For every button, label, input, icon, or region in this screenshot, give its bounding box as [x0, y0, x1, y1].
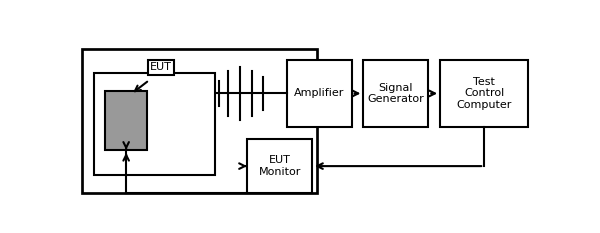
- Text: EUT: EUT: [150, 62, 172, 72]
- Bar: [247, 139, 312, 193]
- Text: Test
Control
Computer: Test Control Computer: [457, 77, 512, 110]
- Bar: [287, 60, 352, 127]
- Bar: [364, 60, 428, 127]
- Text: Amplifier: Amplifier: [294, 89, 344, 99]
- Bar: [440, 60, 529, 127]
- Text: EUT
Monitor: EUT Monitor: [259, 155, 301, 177]
- Bar: [105, 91, 147, 150]
- Bar: [82, 49, 317, 193]
- Bar: [94, 73, 215, 175]
- Text: Signal
Generator: Signal Generator: [367, 83, 424, 104]
